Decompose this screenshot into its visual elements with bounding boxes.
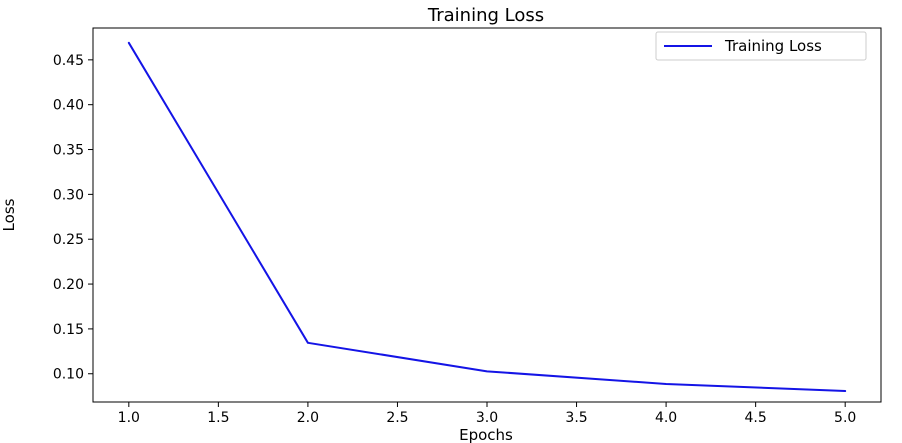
- y-tick-label: 0.15: [53, 322, 84, 338]
- x-axis-label: Epochs: [459, 426, 513, 443]
- x-tick-label: 2.0: [297, 410, 319, 426]
- x-tick-label: 4.0: [655, 410, 677, 426]
- plot-area: 1.0 1.5 2.0 2.5 3.0 3.5 4.0 4.5 5.0 0.10 0.15 0.20 0…: [53, 27, 882, 426]
- y-tick-label: 0.10: [53, 367, 84, 383]
- legend: Training Loss: [655, 31, 867, 61]
- series-line: [127, 41, 847, 393]
- y-tick-label: 0.35: [53, 143, 84, 159]
- x-tick-label: 3.0: [476, 410, 498, 426]
- x-tick-label: 1.5: [207, 410, 229, 426]
- x-tick-label: 4.5: [745, 410, 767, 426]
- x-tick-label: 5.0: [834, 410, 856, 426]
- y-tick-label: 0.40: [53, 98, 84, 114]
- y-axis-label: Loss: [0, 198, 18, 231]
- x-tick-label: 1.0: [118, 410, 140, 426]
- y-tick-label: 0.20: [53, 277, 84, 293]
- y-tick-label: 0.45: [53, 53, 84, 69]
- chart-title: Training Loss: [427, 5, 544, 26]
- legend-box: [655, 31, 867, 61]
- y-tick-label: 0.25: [53, 232, 84, 248]
- y-tick-label: 0.30: [53, 187, 84, 203]
- x-tick-label: 3.5: [565, 410, 587, 426]
- x-tick-label: 2.5: [386, 410, 408, 426]
- legend-label: Training Loss: [724, 37, 822, 55]
